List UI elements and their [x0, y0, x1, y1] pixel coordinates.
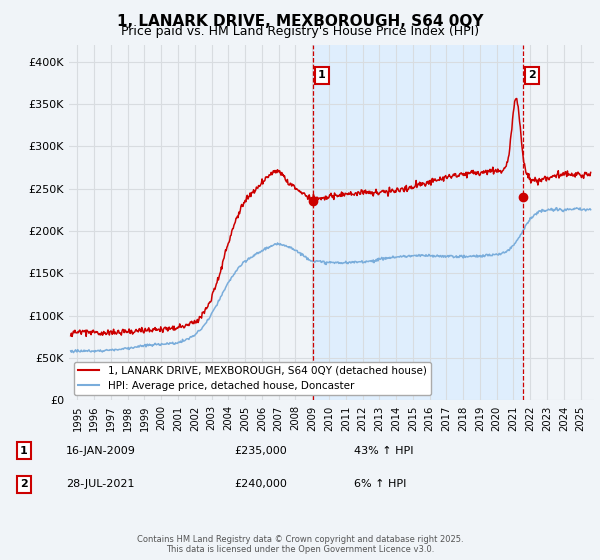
Text: 1: 1	[20, 446, 28, 456]
Text: £235,000: £235,000	[234, 446, 287, 456]
Text: £240,000: £240,000	[234, 479, 287, 489]
Text: 16-JAN-2009: 16-JAN-2009	[66, 446, 136, 456]
Text: 6% ↑ HPI: 6% ↑ HPI	[354, 479, 406, 489]
Text: Price paid vs. HM Land Registry's House Price Index (HPI): Price paid vs. HM Land Registry's House …	[121, 25, 479, 38]
Text: 28-JUL-2021: 28-JUL-2021	[66, 479, 134, 489]
Text: 1, LANARK DRIVE, MEXBOROUGH, S64 0QY: 1, LANARK DRIVE, MEXBOROUGH, S64 0QY	[117, 14, 483, 29]
Text: 43% ↑ HPI: 43% ↑ HPI	[354, 446, 413, 456]
Text: Contains HM Land Registry data © Crown copyright and database right 2025.
This d: Contains HM Land Registry data © Crown c…	[137, 535, 463, 554]
Text: 2: 2	[20, 479, 28, 489]
Text: 1: 1	[318, 70, 326, 80]
Legend: 1, LANARK DRIVE, MEXBOROUGH, S64 0QY (detached house), HPI: Average price, detac: 1, LANARK DRIVE, MEXBOROUGH, S64 0QY (de…	[74, 362, 431, 395]
Bar	[313, 45, 523, 400]
Text: 2: 2	[528, 70, 536, 80]
